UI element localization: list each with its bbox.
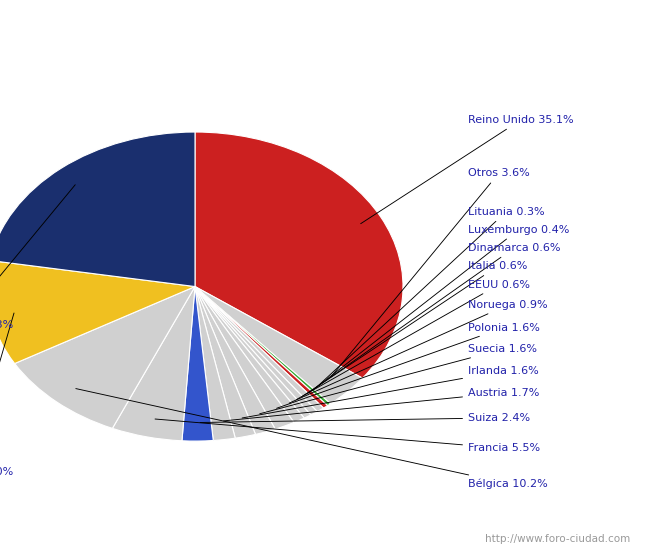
Text: Dinamarca 0.6%: Dinamarca 0.6% <box>307 243 560 393</box>
Text: Otros 3.6%: Otros 3.6% <box>331 168 530 377</box>
Text: Teulada - Turistas extranjeros según país - Abril de 2024: Teulada - Turistas extranjeros según paí… <box>99 14 551 31</box>
Text: Noruega 0.9%: Noruega 0.9% <box>289 300 547 403</box>
Text: Austria 1.7%: Austria 1.7% <box>224 388 540 421</box>
Wedge shape <box>195 287 363 404</box>
Wedge shape <box>195 287 311 418</box>
Wedge shape <box>195 287 331 405</box>
Wedge shape <box>195 287 235 441</box>
Text: Reino Unido 35.1%: Reino Unido 35.1% <box>361 115 573 224</box>
Wedge shape <box>195 132 403 378</box>
Wedge shape <box>195 287 324 411</box>
Text: EEUU 0.6%: EEUU 0.6% <box>296 279 530 399</box>
Text: Italia 0.6%: Italia 0.6% <box>302 261 527 397</box>
Text: Alemania 11.0%: Alemania 11.0% <box>0 313 14 477</box>
Wedge shape <box>195 287 304 422</box>
Text: Francia 5.5%: Francia 5.5% <box>155 419 540 453</box>
Wedge shape <box>182 287 213 441</box>
Wedge shape <box>195 287 275 434</box>
Text: Polonia 1.6%: Polonia 1.6% <box>277 323 540 408</box>
Wedge shape <box>15 287 195 428</box>
Wedge shape <box>112 287 195 441</box>
Wedge shape <box>195 287 317 415</box>
Wedge shape <box>195 287 328 408</box>
Text: Bélgica 10.2%: Bélgica 10.2% <box>76 389 548 489</box>
Text: Irlanda 1.6%: Irlanda 1.6% <box>242 366 539 418</box>
Text: Países Bajos 22.3%: Países Bajos 22.3% <box>0 185 75 331</box>
Text: Luxemburgo 0.4%: Luxemburgo 0.4% <box>312 224 569 390</box>
Wedge shape <box>0 261 195 364</box>
Wedge shape <box>195 287 255 438</box>
Text: Suiza 2.4%: Suiza 2.4% <box>200 413 530 423</box>
Text: Lituania 0.3%: Lituania 0.3% <box>315 207 545 389</box>
Text: Suecia 1.6%: Suecia 1.6% <box>260 344 537 414</box>
Wedge shape <box>0 132 195 287</box>
Text: http://www.foro-ciudad.com: http://www.foro-ciudad.com <box>486 534 630 544</box>
Wedge shape <box>195 287 294 429</box>
